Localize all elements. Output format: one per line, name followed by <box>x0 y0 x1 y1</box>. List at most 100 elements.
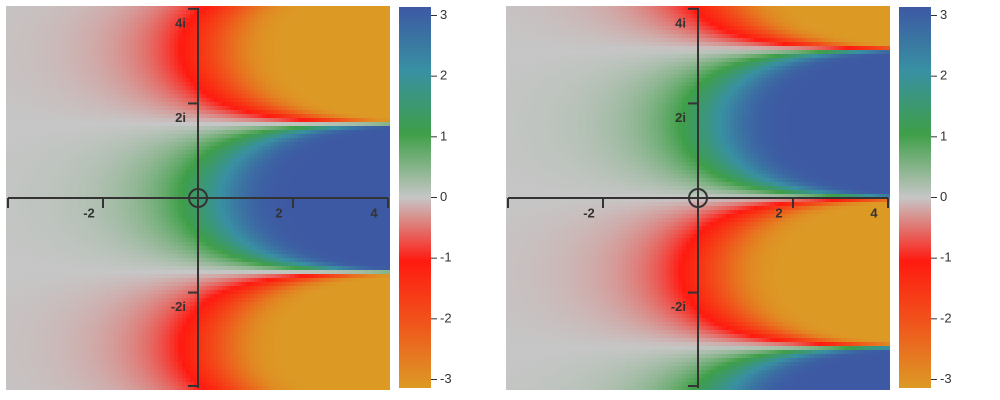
phase-cell <box>54 114 58 118</box>
phase-cell <box>374 50 378 54</box>
phase-cell <box>114 54 118 58</box>
phase-cell <box>138 146 142 150</box>
phase-cell <box>234 182 238 186</box>
phase-cell <box>382 170 386 174</box>
phase-cell <box>386 94 390 98</box>
phase-cell <box>182 66 186 70</box>
phase-cell <box>106 26 110 30</box>
phase-cell <box>74 150 78 154</box>
phase-cell <box>350 162 354 166</box>
phase-cell <box>338 14 342 18</box>
phase-cell <box>34 58 38 62</box>
phase-cell <box>202 74 206 78</box>
phase-cell <box>122 158 126 162</box>
phase-cell <box>318 78 322 82</box>
phase-cell <box>262 110 266 114</box>
phase-cell <box>230 130 234 134</box>
phase-cell <box>242 106 246 110</box>
phase-cell <box>286 166 290 170</box>
phase-cell <box>290 118 294 122</box>
phase-cell <box>298 154 302 158</box>
phase-cell <box>282 162 286 166</box>
phase-cell <box>322 206 326 210</box>
phase-cell <box>10 6 14 10</box>
phase-cell <box>358 58 362 62</box>
phase-cell <box>162 14 166 18</box>
phase-cell <box>326 106 330 110</box>
phase-cell <box>190 146 194 150</box>
phase-cell <box>298 174 302 178</box>
phase-cell <box>58 142 62 146</box>
phase-cell <box>258 194 262 198</box>
phase-cell <box>306 38 310 42</box>
phase-cell <box>266 50 270 54</box>
phase-cell <box>286 18 290 22</box>
phase-cell <box>238 170 242 174</box>
phase-cell <box>278 146 282 150</box>
phase-cell <box>126 26 130 30</box>
phase-cell <box>326 202 330 206</box>
phase-cell <box>246 10 250 14</box>
phase-cell <box>90 30 94 34</box>
phase-cell <box>134 130 138 134</box>
phase-cell <box>182 150 186 154</box>
phase-cell <box>54 94 58 98</box>
phase-cell <box>326 194 330 198</box>
phase-cell <box>134 190 138 194</box>
phase-cell <box>246 178 250 182</box>
phase-cell <box>50 138 54 142</box>
phase-cell <box>66 198 70 202</box>
phase-cell <box>182 202 186 206</box>
phase-cell <box>206 94 210 98</box>
phase-cell <box>306 142 310 146</box>
phase-cell <box>366 174 370 178</box>
phase-cell <box>26 74 30 78</box>
phase-cell <box>70 174 74 178</box>
phase-cell <box>114 122 118 126</box>
phase-cell <box>254 38 258 42</box>
phase-cell <box>274 146 278 150</box>
phase-cell <box>118 38 122 42</box>
phase-cell <box>150 110 154 114</box>
phase-cell <box>270 174 274 178</box>
phase-cell <box>246 30 250 34</box>
phase-cell <box>262 178 266 182</box>
phase-cell <box>154 6 158 10</box>
phase-cell <box>350 74 354 78</box>
phase-cell <box>342 102 346 106</box>
phase-cell <box>370 50 374 54</box>
phase-cell <box>258 14 262 18</box>
phase-cell <box>306 130 310 134</box>
phase-cell <box>94 138 98 142</box>
phase-cell <box>66 154 70 158</box>
phase-cell <box>70 134 74 138</box>
phase-cell <box>38 78 42 82</box>
phase-cell <box>62 158 66 162</box>
phase-cell <box>110 194 114 198</box>
phase-cell <box>90 66 94 70</box>
phase-cell <box>90 46 94 50</box>
phase-cell <box>370 90 374 94</box>
phase-cell <box>166 90 170 94</box>
phase-cell <box>358 158 362 162</box>
phase-cell <box>22 182 26 186</box>
phase-cell <box>94 202 98 206</box>
phase-cell <box>74 18 78 22</box>
phase-cell <box>386 62 390 66</box>
phase-cell <box>50 30 54 34</box>
phase-cell <box>250 58 254 62</box>
phase-cell <box>346 186 350 190</box>
phase-cell <box>322 90 326 94</box>
phase-cell <box>230 42 234 46</box>
phase-cell <box>230 142 234 146</box>
phase-cell <box>150 182 154 186</box>
phase-cell <box>306 138 310 142</box>
phase-cell <box>282 102 286 106</box>
phase-cell <box>46 42 50 46</box>
phase-cell <box>22 122 26 126</box>
phase-cell <box>118 106 122 110</box>
phase-cell <box>342 26 346 30</box>
phase-cell <box>106 62 110 66</box>
phase-cell <box>78 134 82 138</box>
phase-cell <box>38 106 42 110</box>
